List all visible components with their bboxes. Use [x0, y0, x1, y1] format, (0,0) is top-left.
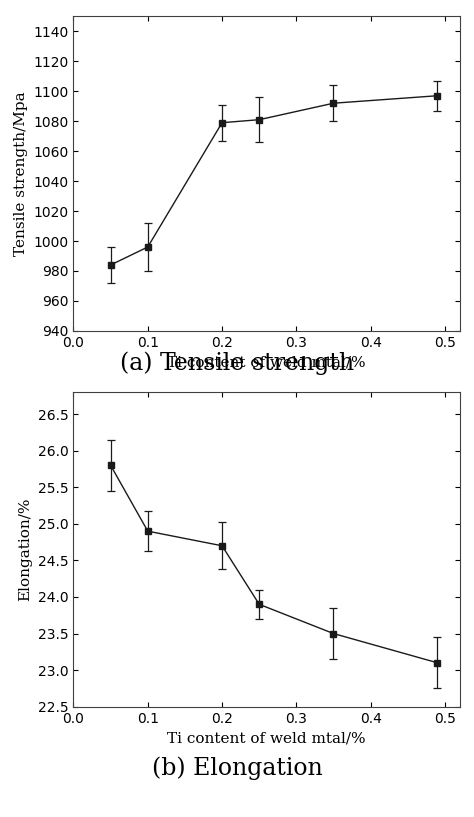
Text: (b) Elongation: (b) Elongation	[152, 757, 322, 779]
Y-axis label: Elongation/%: Elongation/%	[18, 498, 32, 601]
Y-axis label: Tensile strength/Mpa: Tensile strength/Mpa	[14, 92, 28, 256]
X-axis label: Ti content of weld mtal/%: Ti content of weld mtal/%	[167, 731, 366, 745]
Text: (a) Tensile strength: (a) Tensile strength	[120, 352, 354, 375]
X-axis label: Ti content of weld mtal/%: Ti content of weld mtal/%	[167, 355, 366, 369]
